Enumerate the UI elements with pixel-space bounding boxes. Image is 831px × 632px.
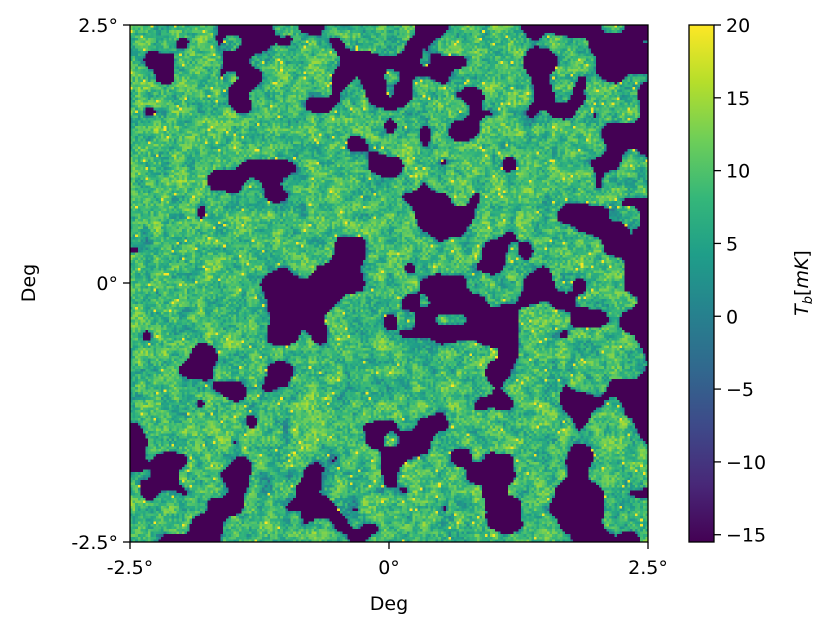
colorbar-label-subscript: b bbox=[801, 296, 816, 304]
y-tick-label-middle: 0° bbox=[96, 273, 118, 295]
brightness-temperature-map bbox=[130, 25, 648, 542]
colorbar: 20 15 10 5 0 −5 −10 −15 Tb[mK] bbox=[688, 15, 816, 547]
y-tick-label-bottom: -2.5° bbox=[71, 532, 118, 554]
colorbar-tick-label: −10 bbox=[726, 452, 766, 474]
colorbar-tick-label: 0 bbox=[726, 306, 738, 328]
colorbar-tick-label: 5 bbox=[726, 233, 738, 255]
map-raster-container bbox=[130, 25, 648, 542]
x-axis: -2.5° 0° 2.5° Deg bbox=[107, 542, 668, 615]
y-axis: 2.5° 0° -2.5° Deg bbox=[18, 15, 130, 554]
x-tick-label-left: -2.5° bbox=[107, 557, 154, 579]
x-axis-label: Deg bbox=[370, 593, 408, 615]
colorbar-label: Tb[mK] bbox=[791, 250, 816, 316]
x-tick-label-center: 0° bbox=[378, 557, 400, 579]
colorbar-tick-label: 20 bbox=[726, 15, 750, 37]
colorbar-frame bbox=[688, 24, 715, 543]
y-tick-label-top: 2.5° bbox=[78, 15, 118, 37]
colorbar-label-close-bracket: ] bbox=[791, 250, 813, 257]
colorbar-label-unit: mK bbox=[791, 256, 813, 289]
colorbar-gradient bbox=[689, 25, 714, 542]
colorbar-label-base: T bbox=[791, 303, 813, 316]
colorbar-tick-label: 15 bbox=[726, 88, 750, 110]
map-panel bbox=[129, 24, 649, 543]
colorbar-tick-label: −15 bbox=[726, 525, 766, 547]
colorbar-label-open-bracket: [ bbox=[791, 289, 813, 296]
x-tick-label-right: 2.5° bbox=[628, 557, 668, 579]
colorbar-ticks: 20 15 10 5 0 −5 −10 −15 bbox=[714, 15, 766, 547]
colorbar-tick-label: 10 bbox=[726, 161, 750, 183]
colorbar-tick-label: −5 bbox=[726, 379, 754, 401]
y-axis-label: Deg bbox=[18, 264, 40, 302]
